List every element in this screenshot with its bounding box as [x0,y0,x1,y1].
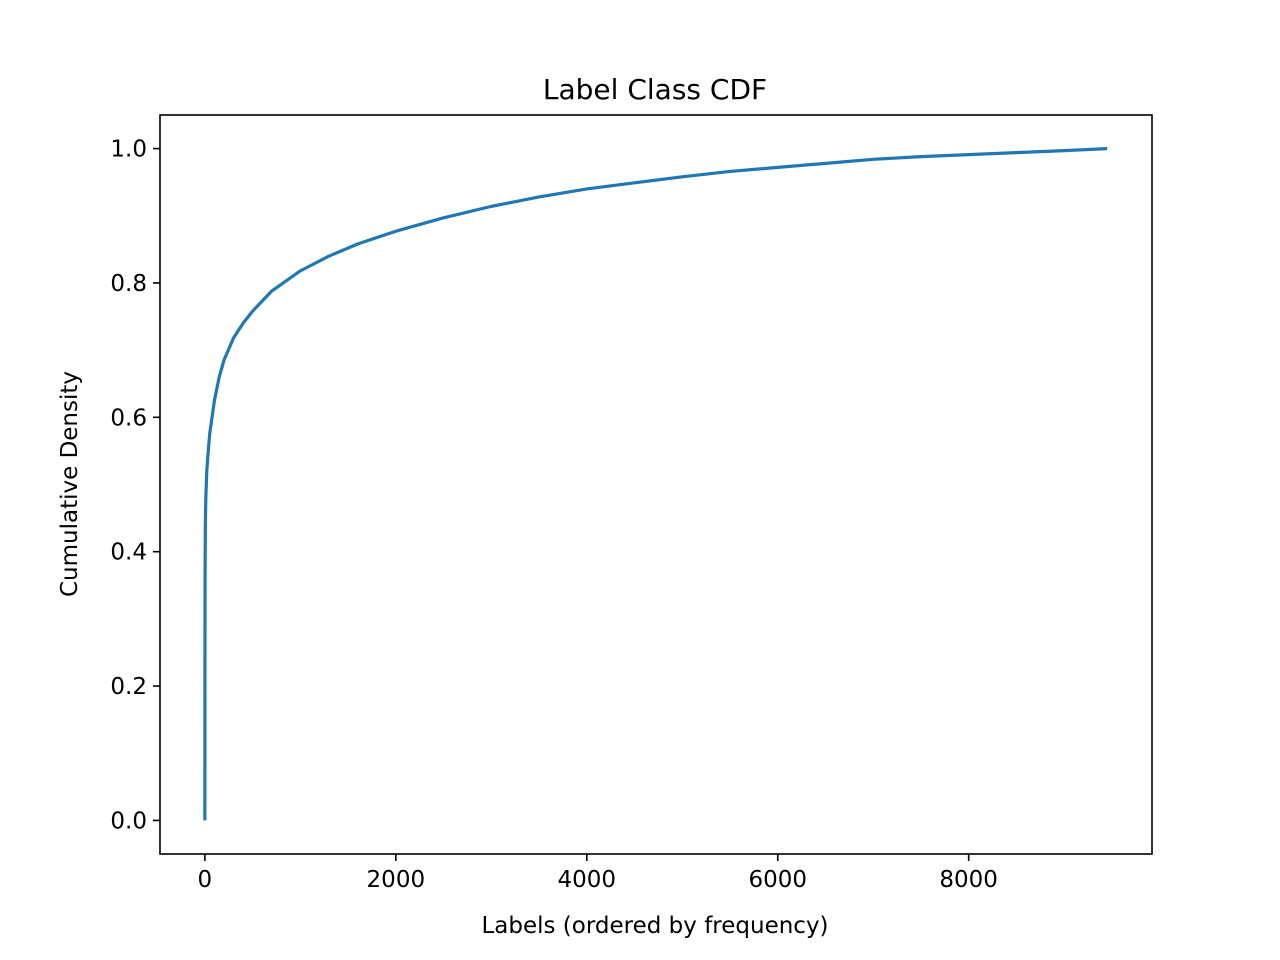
plot-area: 0 2000 4000 6000 8000 0.0 0.2 0.4 0.6 0.8 1.0 [110,114,1153,893]
x-tick-label: 4000 [558,867,617,893]
y-tick-label: 0.2 [110,674,147,700]
y-tick-label: 0.6 [110,405,147,431]
y-tick-label: 0.8 [110,271,147,297]
y-tick-label: 1.0 [110,137,147,163]
series-line-0 [203,146,1108,821]
x-tick-label: 8000 [939,867,998,893]
y-axis-label: Cumulative Density [57,371,83,597]
y-tick-label: 0.4 [110,540,147,566]
chart-title: Label Class CDF [543,73,767,106]
plot-frame [159,114,1153,855]
y-tick-label: 0.0 [110,808,147,834]
x-tick-label: 6000 [748,867,807,893]
x-tick-label: 0 [198,867,213,893]
x-tick-label: 2000 [367,867,426,893]
x-axis-label: Labels (ordered by frequency) [481,913,828,939]
